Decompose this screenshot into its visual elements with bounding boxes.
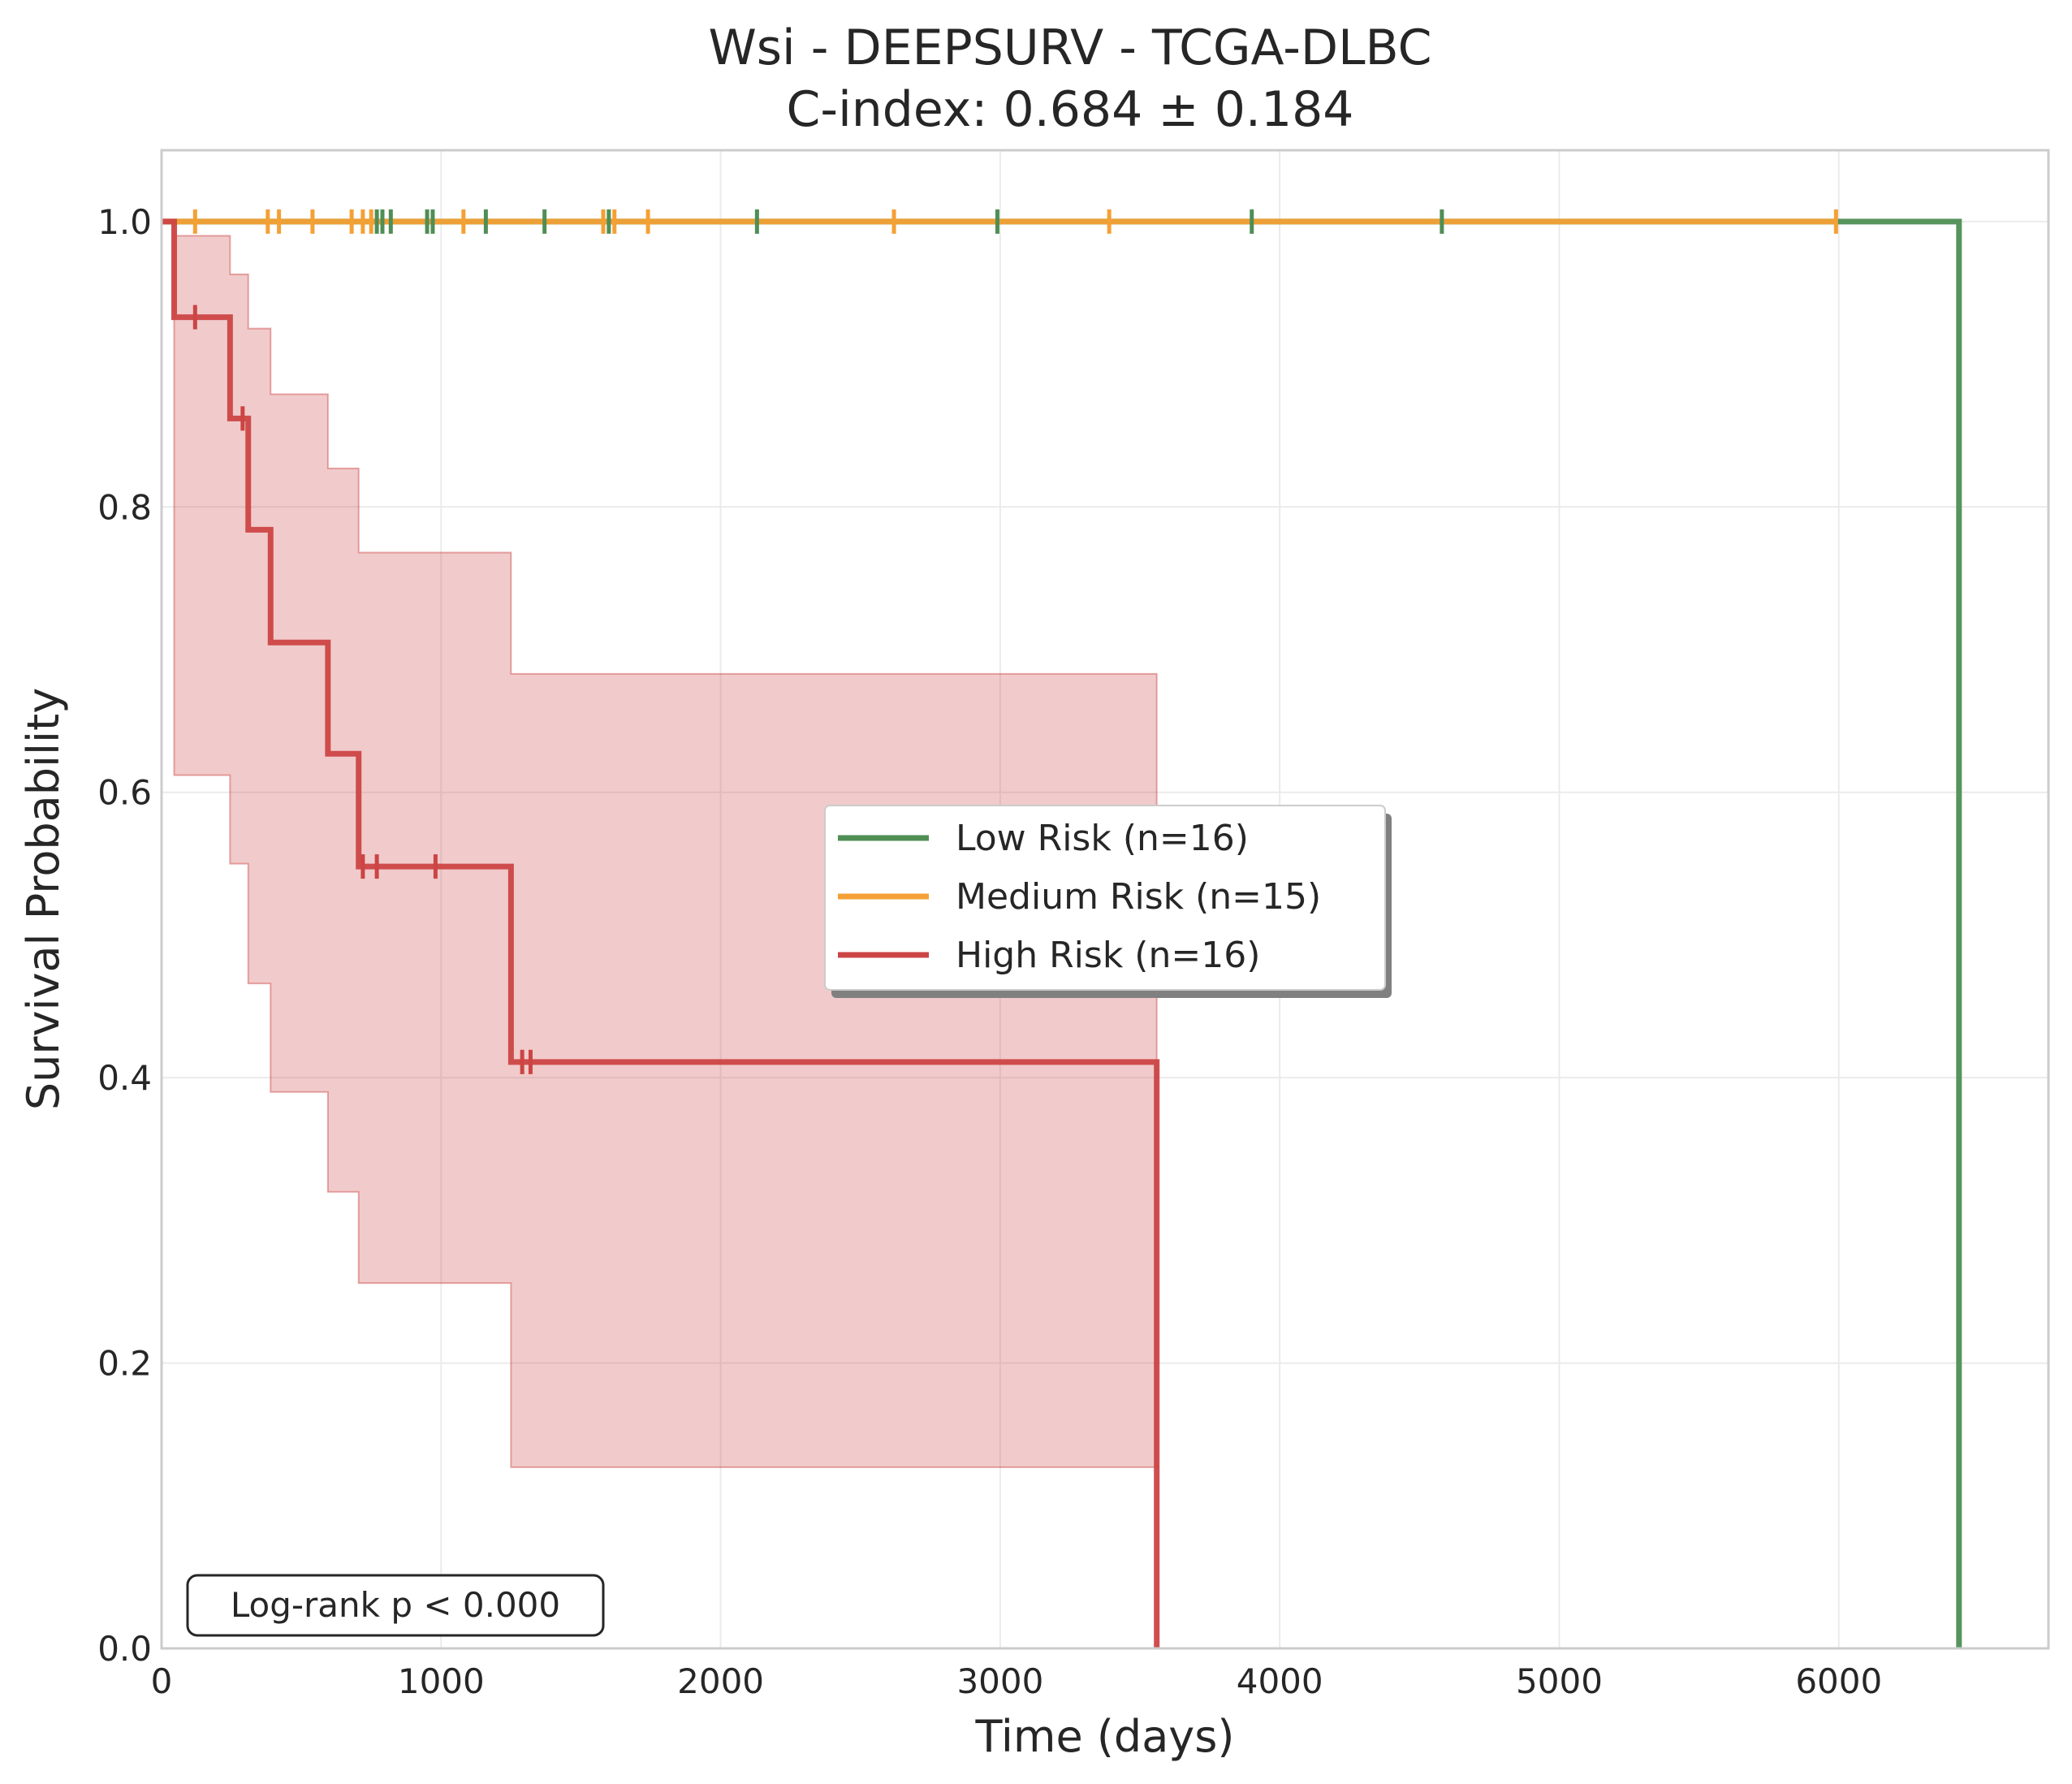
chart-subtitle: C-index: 0.684 ± 0.184 xyxy=(787,81,1354,138)
y-tick-label: 0.4 xyxy=(97,1058,152,1098)
x-tick-label: 4000 xyxy=(1237,1661,1323,1701)
annotation-text: Log-rank p < 0.000 xyxy=(231,1585,560,1625)
x-tick-label: 1000 xyxy=(398,1661,485,1701)
annotation-box xyxy=(186,1574,605,1637)
y-tick-label: 0.6 xyxy=(97,773,152,813)
logrank-annotation: Log-rank p < 0.000 xyxy=(186,1574,605,1637)
x-axis-label: Time (days) xyxy=(975,1711,1235,1762)
axis-ticks: 0 1000 2000 3000 4000 5000 6000 0.0 0.2 0.4 0.6 0.8… xyxy=(97,202,1882,1701)
y-tick-label: 1.0 xyxy=(97,202,152,242)
curve-high-risk xyxy=(162,218,1160,1648)
legend-label-high-risk: High Risk (n=16) xyxy=(956,935,1260,976)
legend-label-low-risk: Low Risk (n=16) xyxy=(956,818,1249,859)
y-tick-label: 0.2 xyxy=(97,1344,152,1384)
plot-frame xyxy=(160,149,2050,1650)
x-tick-label: 0 xyxy=(151,1661,173,1701)
y-axis-label: Survival Probability xyxy=(18,688,69,1110)
chart-title: Wsi - DEEPSURV - TCGA-DLBC xyxy=(708,19,1431,76)
censor-marks xyxy=(192,209,1838,1074)
y-tick-label: 0.8 xyxy=(97,487,152,527)
x-tick-label: 5000 xyxy=(1516,1661,1603,1701)
y-tick-label: 0.0 xyxy=(97,1629,152,1669)
x-tick-label: 6000 xyxy=(1795,1661,1882,1701)
x-tick-label: 2000 xyxy=(677,1661,764,1701)
legend: Low Risk (n=16) Medium Risk (n=15) High … xyxy=(824,805,1392,998)
x-tick-label: 3000 xyxy=(956,1661,1043,1701)
legend-label-medium-risk: Medium Risk (n=15) xyxy=(956,876,1321,918)
legend-box xyxy=(824,805,1386,991)
